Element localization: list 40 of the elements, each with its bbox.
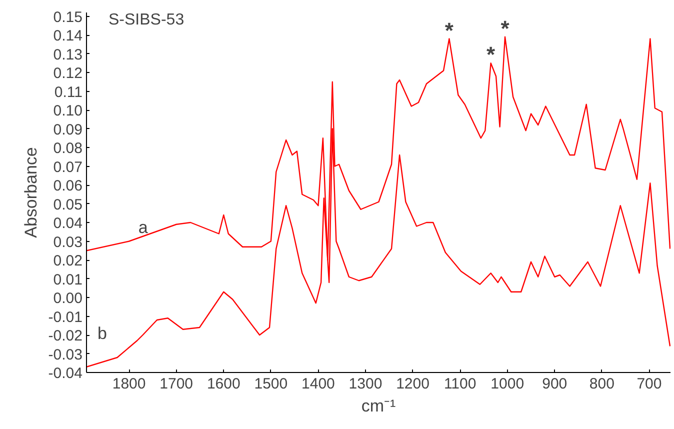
y-tick-label: 0.11 — [54, 84, 83, 101]
y-tick-label: 0.06 — [53, 178, 83, 194]
chart-title: S-SIBS-53 — [108, 12, 184, 28]
x-tick-label: 1800 — [112, 376, 146, 392]
series-label: b — [98, 324, 107, 343]
y-tick-label: 0.00 — [53, 290, 83, 307]
annotation: * — [444, 18, 454, 43]
x-tick-label: 900 — [542, 376, 568, 392]
y-tick-label: 0.09 — [53, 121, 83, 138]
x-tick-label: 1300 — [348, 376, 382, 392]
x-tick-label: 1200 — [396, 376, 430, 392]
x-tick-label: 700 — [636, 376, 662, 392]
y-tick-label: -0.03 — [48, 346, 83, 364]
x-axis-title: cm⁻¹ — [361, 396, 396, 416]
y-tick-label: 0.08 — [53, 140, 83, 157]
x-tick-label: 1100 — [444, 376, 476, 392]
y-tick-label: 0.04 — [53, 215, 83, 232]
y-tick-label: 0.15 — [53, 8, 83, 26]
y-tick-label: 0.10 — [53, 102, 83, 120]
x-tick-label: 800 — [589, 376, 614, 392]
y-tick-label: 0.12 — [53, 65, 83, 82]
x-tick-label: 1000 — [490, 376, 524, 392]
series-label: a — [138, 218, 148, 237]
y-tick-label: 0.07 — [53, 158, 83, 176]
x-tick-label: 1700 — [160, 376, 194, 392]
y-tick-label: 0.05 — [53, 196, 83, 214]
annotation: * — [486, 42, 496, 68]
y-tick-label: 0.02 — [53, 252, 83, 270]
y-tick-label: 0.14 — [53, 28, 83, 44]
y-tick-label: 0.01 — [53, 271, 83, 288]
annotation: * — [500, 16, 510, 41]
x-tick-label: 1500 — [254, 376, 288, 392]
y-tick-label: 0.03 — [53, 234, 83, 251]
y-axis-title: Absorbance — [21, 147, 40, 238]
y-tick-label: 0.13 — [53, 46, 83, 64]
y-tick-label: -0.04 — [48, 365, 83, 382]
y-tick-label: -0.02 — [48, 328, 83, 344]
x-tick-label: 1400 — [302, 376, 335, 392]
x-tick-label: 1600 — [206, 376, 240, 392]
y-tick-label: -0.01 — [48, 308, 83, 326]
